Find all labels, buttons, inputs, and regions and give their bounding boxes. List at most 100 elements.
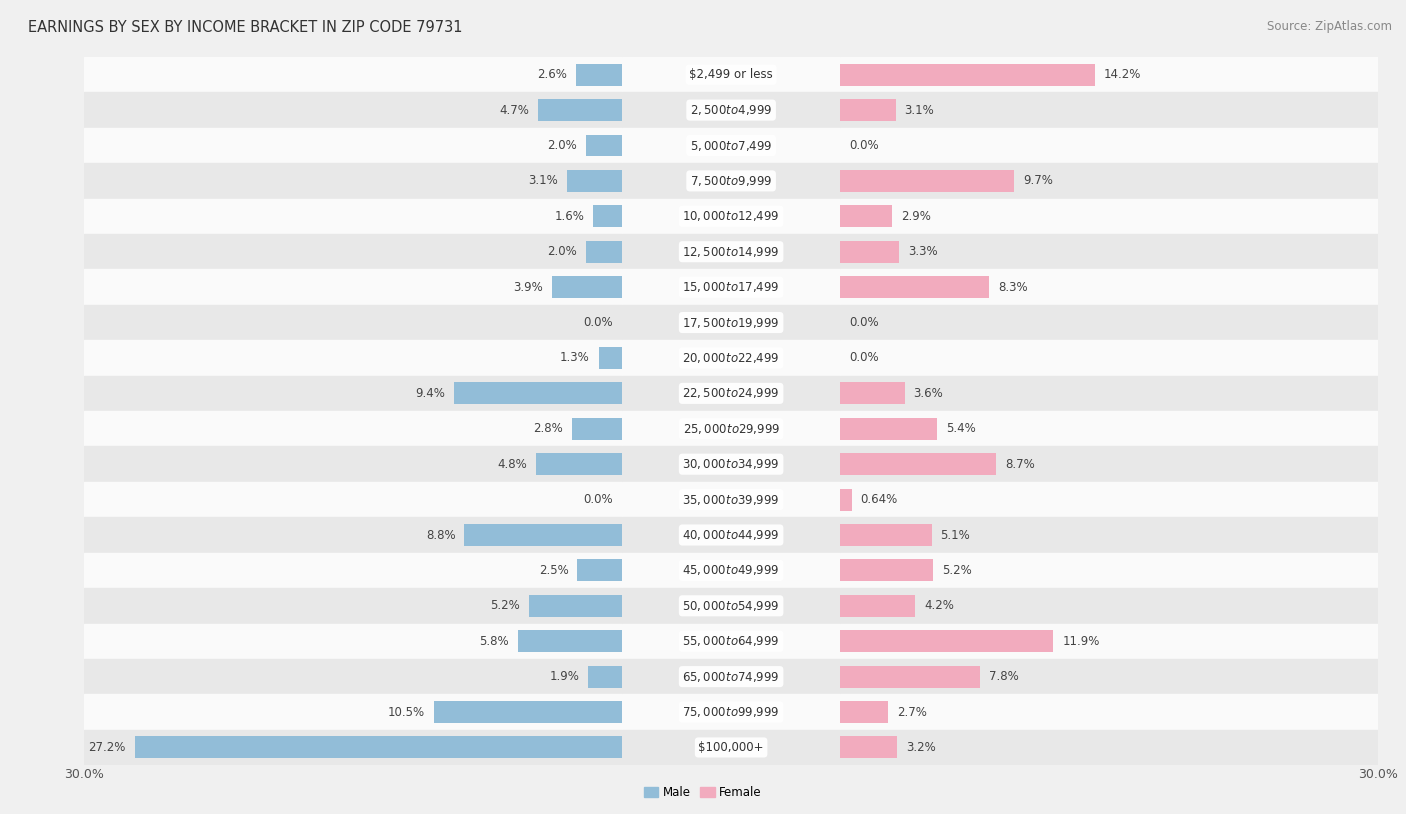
Text: 5.4%: 5.4% [946, 422, 976, 435]
Bar [454, 383, 621, 405]
Bar [621, 199, 839, 234]
Text: $7,500 to $9,999: $7,500 to $9,999 [690, 174, 772, 188]
Bar [135, 737, 621, 759]
Bar [839, 559, 934, 581]
Bar [553, 276, 621, 298]
Text: $55,000 to $64,999: $55,000 to $64,999 [682, 634, 780, 648]
Text: 2.0%: 2.0% [547, 139, 578, 152]
Bar [839, 659, 1378, 694]
Text: 3.9%: 3.9% [513, 281, 543, 294]
Bar [538, 99, 621, 121]
Bar [519, 630, 621, 652]
Text: $65,000 to $74,999: $65,000 to $74,999 [682, 670, 780, 684]
Text: $2,500 to $4,999: $2,500 to $4,999 [690, 103, 772, 117]
Bar [84, 340, 621, 376]
Bar [839, 57, 1378, 93]
Text: 11.9%: 11.9% [1063, 635, 1099, 648]
Bar [84, 93, 621, 128]
Bar [621, 164, 839, 199]
Text: $5,000 to $7,499: $5,000 to $7,499 [690, 138, 772, 152]
Bar [84, 376, 621, 411]
Bar [586, 241, 621, 263]
Text: 5.2%: 5.2% [942, 564, 972, 577]
Text: 9.7%: 9.7% [1024, 174, 1053, 187]
Text: 4.8%: 4.8% [498, 457, 527, 470]
Bar [621, 269, 839, 304]
Bar [84, 234, 621, 269]
Bar [839, 164, 1378, 199]
Text: 3.6%: 3.6% [914, 387, 943, 400]
Text: 8.3%: 8.3% [998, 281, 1028, 294]
Bar [84, 624, 621, 659]
Bar [84, 694, 621, 729]
Bar [621, 128, 839, 163]
Text: $25,000 to $29,999: $25,000 to $29,999 [682, 422, 780, 435]
Bar [621, 446, 839, 482]
Text: 8.8%: 8.8% [426, 528, 456, 541]
Bar [84, 659, 621, 694]
Bar [839, 383, 904, 405]
Bar [621, 729, 839, 765]
Bar [839, 595, 915, 617]
Text: $100,000+: $100,000+ [699, 741, 763, 754]
Text: 9.4%: 9.4% [415, 387, 444, 400]
Bar [839, 624, 1378, 659]
Bar [621, 659, 839, 694]
Text: 3.3%: 3.3% [908, 245, 938, 258]
Text: 14.2%: 14.2% [1104, 68, 1142, 81]
Bar [84, 518, 621, 553]
Bar [839, 376, 1378, 411]
Bar [464, 524, 621, 546]
Text: $20,000 to $22,499: $20,000 to $22,499 [682, 351, 780, 365]
Bar [839, 630, 1053, 652]
Text: $30,000 to $34,999: $30,000 to $34,999 [682, 457, 780, 471]
Text: 0.0%: 0.0% [849, 316, 879, 329]
Bar [621, 553, 839, 588]
Text: 0.0%: 0.0% [583, 316, 613, 329]
Bar [84, 128, 621, 163]
Bar [567, 170, 621, 192]
Text: $17,500 to $19,999: $17,500 to $19,999 [682, 316, 780, 330]
Bar [84, 446, 621, 482]
Bar [839, 205, 891, 227]
Text: 4.2%: 4.2% [924, 599, 955, 612]
Bar [839, 482, 1378, 518]
Bar [839, 276, 988, 298]
Bar [839, 694, 1378, 729]
Bar [839, 737, 897, 759]
Bar [839, 553, 1378, 588]
Bar [839, 170, 1014, 192]
Bar [588, 666, 621, 688]
Bar [621, 482, 839, 518]
Bar [84, 199, 621, 234]
Bar [621, 518, 839, 553]
Bar [84, 57, 621, 93]
Bar [839, 269, 1378, 304]
Bar [593, 205, 621, 227]
Text: 7.8%: 7.8% [988, 670, 1018, 683]
Text: $10,000 to $12,499: $10,000 to $12,499 [682, 209, 780, 223]
Bar [839, 418, 936, 440]
Text: 10.5%: 10.5% [388, 706, 425, 719]
Text: $50,000 to $54,999: $50,000 to $54,999 [682, 599, 780, 613]
Text: 0.0%: 0.0% [849, 139, 879, 152]
Text: 2.0%: 2.0% [547, 245, 578, 258]
Text: 2.8%: 2.8% [533, 422, 562, 435]
Text: $45,000 to $49,999: $45,000 to $49,999 [682, 563, 780, 577]
Bar [84, 411, 621, 446]
Bar [621, 340, 839, 376]
Bar [839, 241, 900, 263]
Text: $12,500 to $14,999: $12,500 to $14,999 [682, 245, 780, 259]
Bar [839, 199, 1378, 234]
Legend: Male, Female: Male, Female [640, 781, 766, 804]
Bar [839, 128, 1378, 163]
Text: Source: ZipAtlas.com: Source: ZipAtlas.com [1267, 20, 1392, 33]
Text: 2.9%: 2.9% [901, 210, 931, 223]
Bar [839, 518, 1378, 553]
Text: 2.5%: 2.5% [538, 564, 568, 577]
Bar [839, 446, 1378, 482]
Text: 5.2%: 5.2% [491, 599, 520, 612]
Bar [839, 99, 896, 121]
Bar [839, 305, 1378, 340]
Bar [621, 624, 839, 659]
